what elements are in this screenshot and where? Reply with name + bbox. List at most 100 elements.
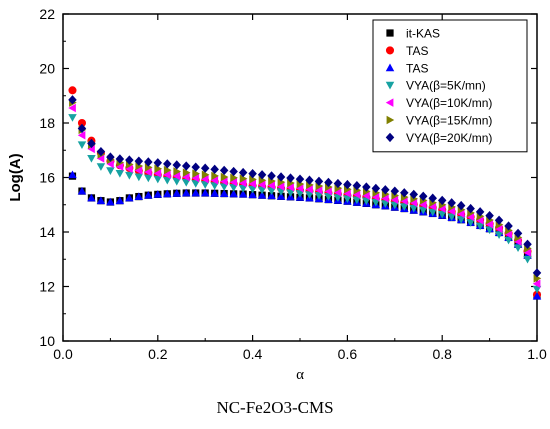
data-point: [400, 196, 408, 206]
data-point: [219, 183, 229, 192]
data-point: [390, 195, 399, 204]
data-point: [163, 170, 171, 180]
data-point: [115, 154, 125, 164]
data-point: [456, 216, 466, 224]
data-point: [239, 174, 248, 183]
legend-marker: [385, 46, 395, 55]
data-point: [286, 173, 295, 183]
data-point: [68, 95, 77, 105]
data-point: [437, 204, 446, 213]
data-point: [475, 222, 485, 231]
data-point: [200, 163, 210, 173]
data-point: [163, 176, 172, 185]
data-point: [485, 226, 494, 235]
data-point: [381, 200, 390, 208]
data-point: [200, 174, 209, 184]
data-point: [163, 165, 172, 175]
data-point: [371, 192, 380, 202]
data-point: [418, 191, 428, 201]
legend-label: TAS: [406, 44, 428, 58]
y-axis-label: Log(A): [7, 153, 24, 201]
data-point: [211, 171, 219, 181]
data-point: [229, 166, 238, 177]
data-point: [230, 173, 238, 183]
data-point: [485, 210, 494, 221]
data-point: [418, 206, 428, 215]
legend-label: VYA(β=15K/mn): [406, 114, 492, 128]
data-point: [210, 175, 219, 185]
data-point: [229, 177, 238, 187]
data-point: [229, 184, 238, 192]
data-point: [172, 160, 182, 170]
series-3: [68, 114, 542, 294]
data-point: [305, 184, 313, 194]
data-point: [295, 183, 304, 193]
data-point: [68, 170, 77, 179]
data-point: [191, 173, 200, 183]
legend-marker: [386, 29, 394, 37]
data-point: [494, 231, 504, 239]
data-point: [153, 175, 163, 184]
data-point: [276, 172, 286, 182]
data-point: [409, 198, 418, 207]
data-point: [144, 190, 153, 199]
data-point: [154, 164, 163, 174]
data-point: [257, 190, 267, 199]
series-4: [68, 103, 541, 289]
data-point: [106, 167, 115, 175]
data-point: [191, 162, 200, 172]
data-point: [173, 167, 182, 176]
data-point: [494, 215, 504, 225]
x-tick-label: 0.2: [148, 346, 168, 362]
data-point: [181, 188, 191, 197]
data-point: [523, 239, 532, 249]
data-point: [409, 204, 419, 213]
data-point: [182, 168, 191, 177]
data-point: [352, 196, 362, 205]
data-point: [466, 212, 475, 221]
data-point: [172, 171, 181, 181]
y-tick-label: 12: [39, 279, 55, 295]
y-tick-label: 16: [39, 170, 55, 186]
data-point: [277, 177, 286, 187]
data-point: [276, 182, 285, 191]
data-point: [106, 197, 115, 206]
data-point: [428, 202, 437, 211]
data-point: [248, 169, 257, 179]
data-point: [248, 190, 257, 199]
data-point: [125, 171, 134, 180]
data-point: [390, 186, 400, 196]
legend-box: [372, 19, 528, 153]
data-point: [324, 177, 333, 188]
legend-label: VYA(β=10K/mn): [406, 96, 492, 110]
data-point: [437, 195, 447, 206]
data-point: [125, 193, 134, 202]
y-tick-label: 18: [39, 115, 55, 131]
legend-marker: [385, 81, 395, 90]
data-point: [181, 172, 190, 182]
data-point: [362, 191, 370, 200]
data-point: [153, 158, 163, 168]
data-point: [238, 185, 248, 193]
data-point: [144, 167, 152, 177]
data-point: [153, 169, 162, 178]
data-point: [381, 185, 390, 195]
data-point: [295, 174, 305, 184]
data-point: [286, 183, 294, 192]
legend-marker: [385, 132, 395, 143]
data-point: [352, 181, 362, 191]
data-point: [333, 187, 342, 197]
data-point: [286, 189, 295, 198]
data-point: [494, 224, 503, 233]
x-tick-label: 0.4: [243, 346, 263, 362]
data-point: [134, 156, 144, 166]
legend-label: TAS: [406, 61, 428, 75]
legend-marker: [385, 98, 394, 107]
data-point: [238, 178, 247, 188]
data-point: [210, 182, 219, 190]
data-point: [523, 255, 532, 264]
data-point: [314, 185, 323, 195]
data-point: [532, 285, 542, 294]
data-point: [106, 159, 114, 169]
data-point: [96, 196, 106, 205]
